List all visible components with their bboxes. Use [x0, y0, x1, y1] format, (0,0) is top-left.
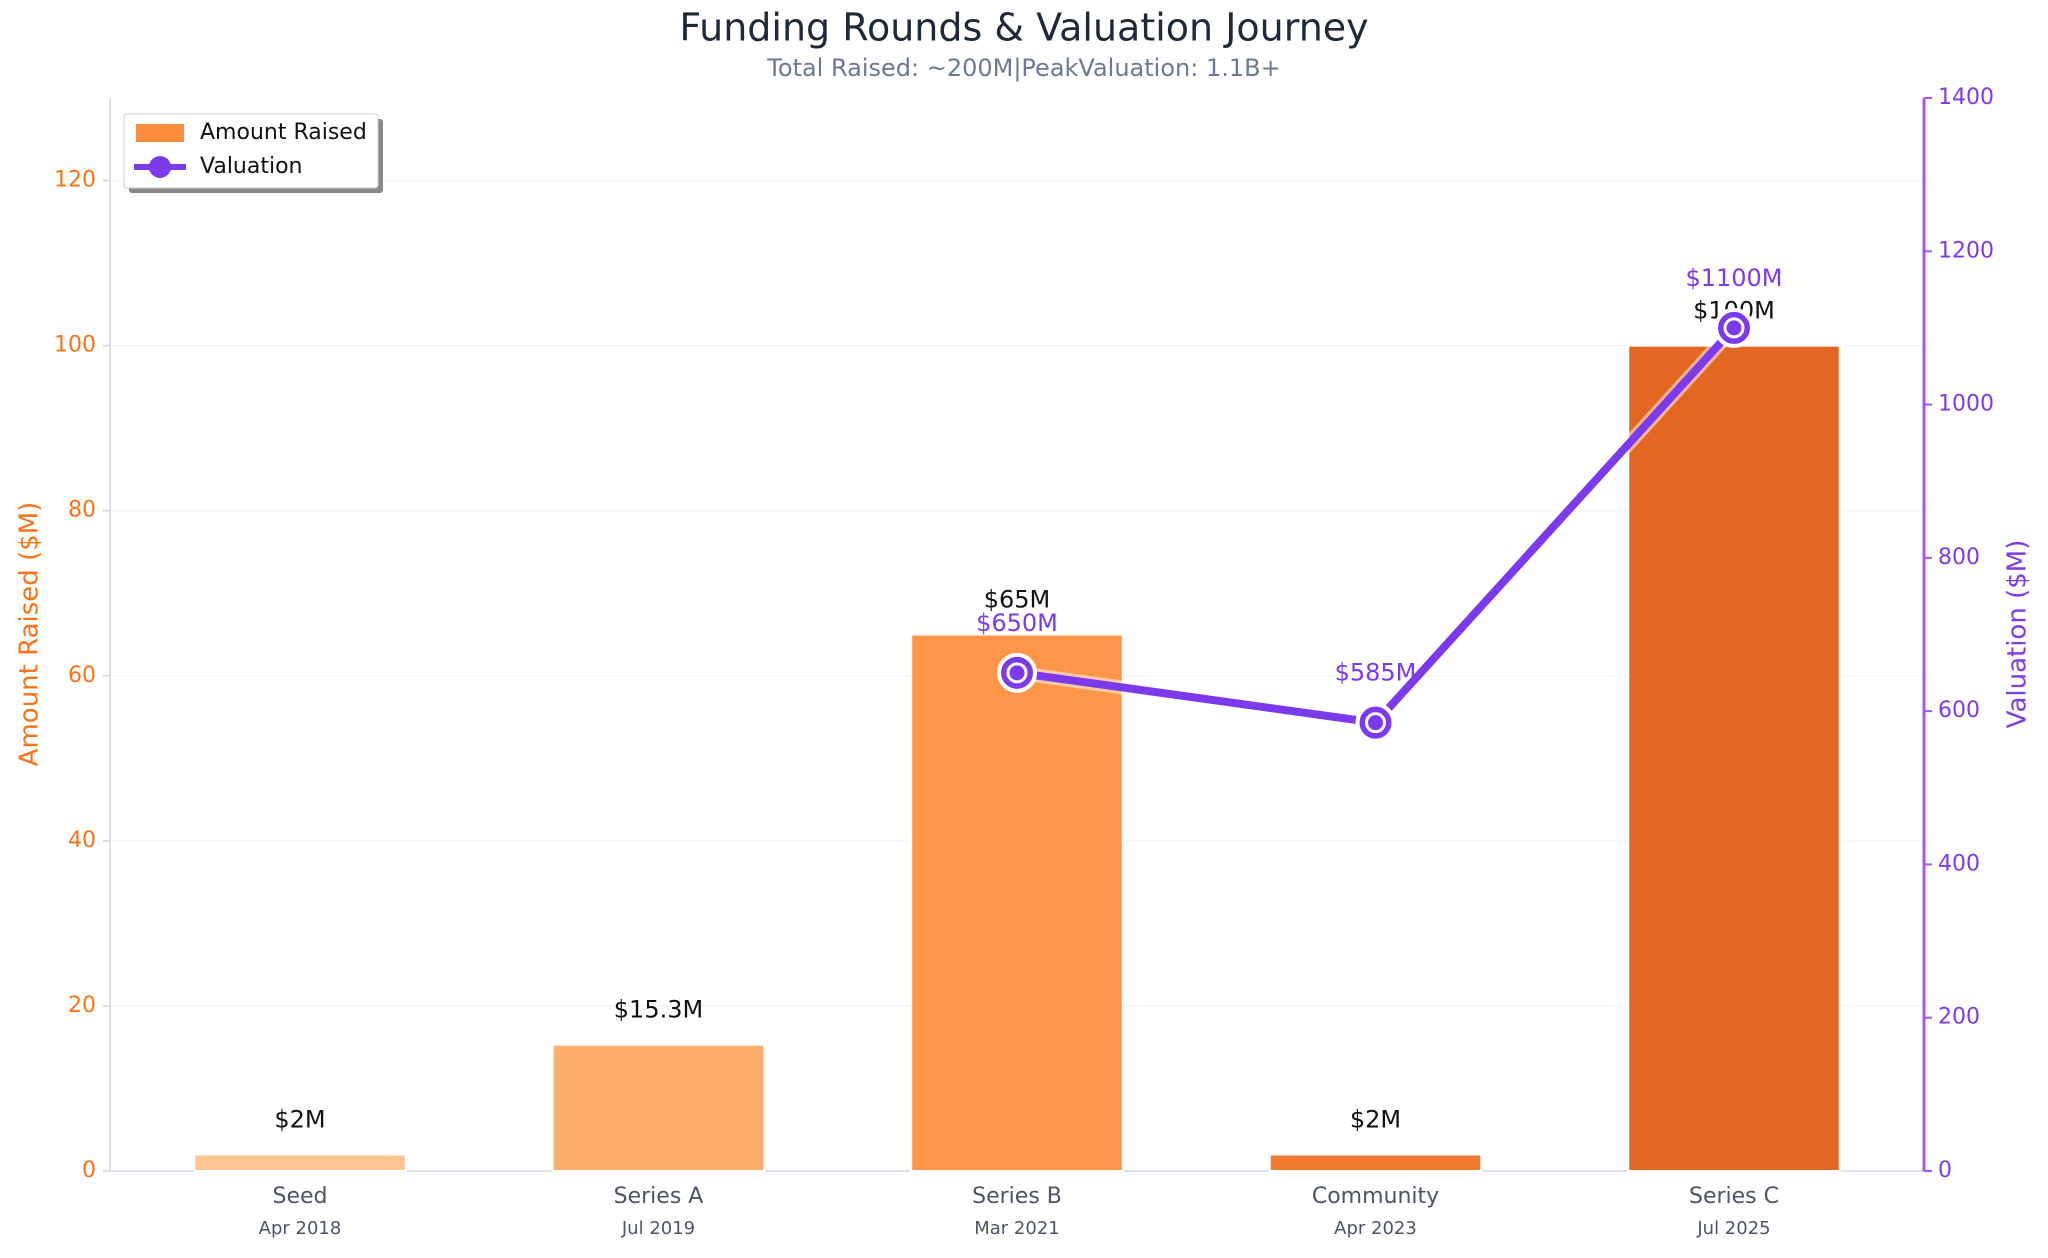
x-tick-label: Series C — [1689, 1184, 1779, 1209]
y2-tick-label: 0 — [1938, 1158, 1952, 1183]
valuation-value-label: $650M — [976, 609, 1058, 637]
chart-title: Funding Rounds & Valuation Journey — [679, 6, 1368, 50]
bar — [1627, 344, 1841, 1173]
bar — [193, 1153, 407, 1173]
y-tick-label: 100 — [54, 333, 96, 358]
y2-tick-label: 200 — [1938, 1005, 1980, 1030]
bar-value-label: $2M — [274, 1105, 325, 1133]
x-date-label: Jul 2019 — [621, 1218, 695, 1239]
y-axis-label: Amount Raised ($M) — [15, 502, 45, 767]
bar — [910, 633, 1124, 1172]
x-tick-label: Series A — [614, 1184, 704, 1209]
y2-tick-label: 400 — [1938, 851, 1980, 876]
valuation-marker-inner — [1364, 712, 1386, 734]
x-date-label: Jul 2025 — [1696, 1218, 1770, 1239]
legend-box — [123, 113, 379, 189]
valuation-value-label: $585M — [1335, 659, 1417, 687]
valuation-marker-inner — [1723, 317, 1745, 339]
y2-tick-label: 1400 — [1938, 85, 1994, 110]
bar — [1268, 1153, 1483, 1173]
legend-marker — [149, 156, 171, 178]
x-date-label: Apr 2018 — [259, 1218, 342, 1239]
x-tick-label: Series B — [972, 1184, 1062, 1209]
legend-label: Valuation — [200, 154, 303, 179]
x-tick-label: Seed — [273, 1184, 328, 1209]
y-tick-label: 20 — [68, 993, 96, 1018]
y2-tick-label: 1000 — [1938, 392, 1994, 417]
y-tick-label: 40 — [68, 828, 96, 853]
y-tick-label: 120 — [54, 168, 96, 193]
x-date-label: Apr 2023 — [1334, 1218, 1417, 1239]
y-tick-label: 0 — [82, 1158, 96, 1183]
bar-value-label: $2M — [1350, 1105, 1401, 1133]
bar — [551, 1043, 766, 1173]
y2-tick-label: 1200 — [1938, 238, 1994, 263]
bar-value-label: $65M — [984, 586, 1051, 614]
y2-tick-label: 600 — [1938, 698, 1980, 723]
chart-subtitle: Total Raised: ~200M|PeakValuation: 1.1B+ — [766, 54, 1280, 82]
y-tick-label: 60 — [68, 663, 96, 688]
x-date-label: Mar 2021 — [974, 1218, 1060, 1239]
valuation-marker-inner — [1006, 662, 1028, 684]
x-tick-label: Community — [1312, 1184, 1439, 1209]
y2-axis-label: Valuation ($M) — [2003, 540, 2033, 729]
legend-swatch — [136, 124, 184, 142]
bar-value-label: $15.3M — [614, 996, 703, 1024]
y2-tick-label: 800 — [1938, 545, 1980, 570]
valuation-value-label: $1100M — [1685, 264, 1782, 292]
y-tick-label: 80 — [68, 498, 96, 523]
legend-label: Amount Raised — [200, 120, 367, 145]
